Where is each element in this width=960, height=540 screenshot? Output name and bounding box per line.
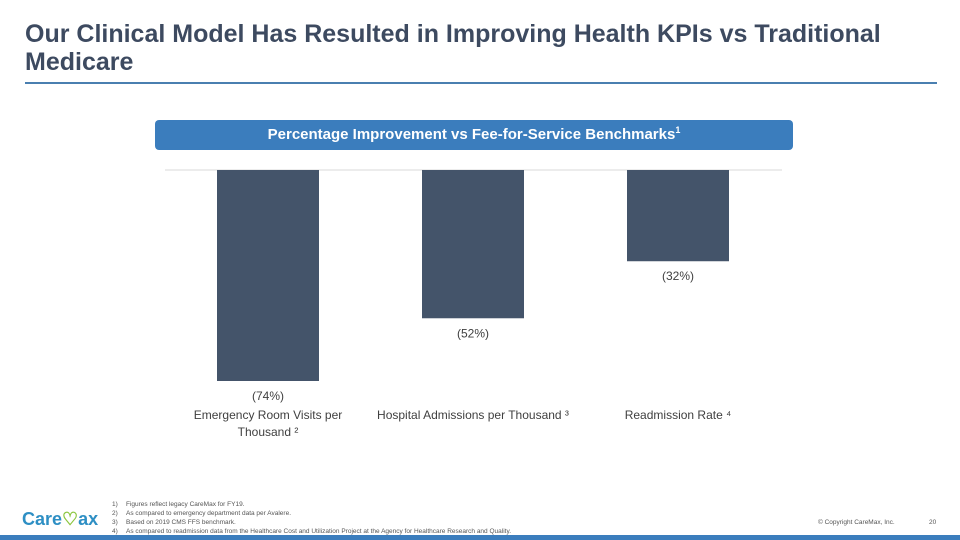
bar [627, 170, 729, 262]
footnote: 4) As compared to readmission data from t… [112, 527, 511, 536]
bottom-bar [0, 535, 960, 540]
data-label: (32%) [662, 269, 694, 283]
page-number: 20 [929, 519, 937, 526]
data-label: (74%) [252, 389, 284, 403]
caremax-logo: Care♡ax [22, 509, 99, 529]
footnote-text: As compared to readmission data from the… [126, 528, 512, 535]
footnote-number: 1) [112, 501, 118, 508]
category-label: Readmission Rate ⁴ [625, 408, 732, 422]
footnote: 2) As compared to emergency department da… [112, 509, 511, 518]
category-label: Hospital Admissions per Thousand ³ [377, 408, 569, 422]
footnote-ref: 1 [675, 125, 681, 135]
footnotes: 1) Figures reflect legacy CareMax for FY1… [112, 500, 511, 536]
footnote: 1) Figures reflect legacy CareMax for FY1… [112, 500, 511, 509]
footnote-number: 4) [112, 528, 118, 535]
chart-title-banner: Percentage Improvement vs Fee-for-Servic… [155, 120, 793, 150]
footnote: 3) Based on 2019 CMS FFS benchmark. [112, 518, 511, 527]
footnote-number: 3) [112, 519, 118, 526]
bar [217, 170, 319, 381]
slide-title: Our Clinical Model Has Resulted in Impro… [25, 20, 881, 76]
data-label: (52%) [457, 326, 489, 340]
footnote-text: As compared to emergency department data… [126, 510, 292, 517]
footnote-text: Based on 2019 CMS FFS benchmark. [126, 519, 236, 526]
title-divider [25, 82, 937, 84]
copyright: © Copyright CareMax, Inc. [818, 519, 895, 526]
category-label: Emergency Room Visits per Thousand ² [194, 408, 343, 439]
footnote-number: 2) [112, 510, 118, 517]
bar [422, 170, 524, 319]
chart-title: Percentage Improvement vs Fee-for-Servic… [267, 126, 676, 143]
footnote-text: Figures reflect legacy CareMax for FY19. [126, 501, 245, 508]
